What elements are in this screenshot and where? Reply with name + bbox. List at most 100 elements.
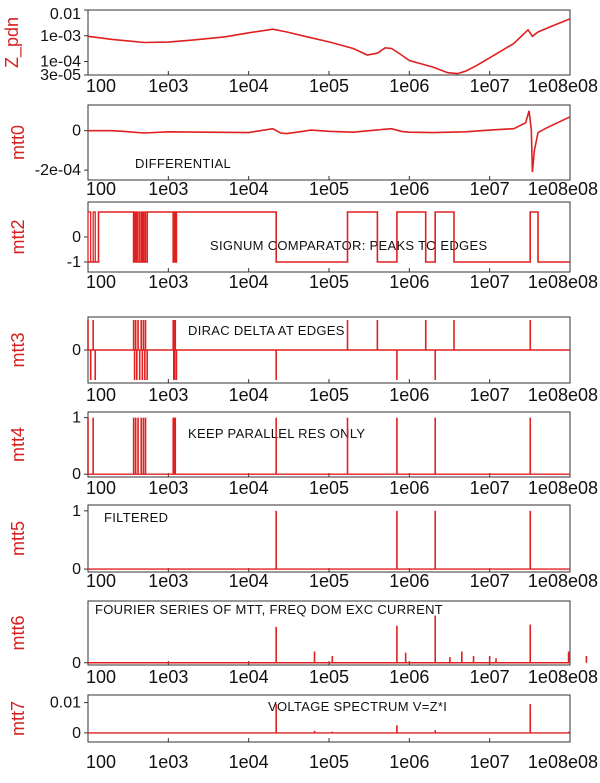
x-tick-label: 1e04 <box>229 179 269 199</box>
y-tick-label: 0 <box>72 725 81 742</box>
y-tick-label: -2e-04 <box>35 162 81 179</box>
x-tick-label: 1e07 <box>470 76 510 96</box>
x-tick-label: 1e03 <box>148 752 188 772</box>
pulse <box>137 211 141 262</box>
x-tick-label: 100 <box>86 76 116 96</box>
x-tick-label: 1e05 <box>309 478 349 498</box>
y-axis-label: Z_pdn <box>2 17 23 68</box>
x-tick-label: 1e04 <box>229 272 269 292</box>
x-tick-label: 100 <box>86 179 116 199</box>
x-tick-label: 1e03 <box>148 478 188 498</box>
x-tick-label: 1e08e08 <box>528 385 598 405</box>
panel-annotation: VOLTAGE SPECTRUM V=Z*I <box>268 699 447 714</box>
x-tick-label: 1e06 <box>389 752 429 772</box>
y-tick-label: 0.01 <box>50 6 81 23</box>
x-tick-label: 1e05 <box>309 752 349 772</box>
y-axis-label: mtt6 <box>8 615 28 650</box>
y-tick-label: 0 <box>72 561 81 578</box>
panel-mtt5: 1 0 mtt5 100 1e03 1e04 1e05 1e06 1e07 1e08e08 FILT… <box>8 503 598 591</box>
y-axis-label: mtt0 <box>8 125 28 160</box>
y-tick-label: 0 <box>72 655 81 672</box>
x-tick-label: 1e05 <box>309 76 349 96</box>
x-tick-label: 1e07 <box>470 272 510 292</box>
series-line <box>88 110 571 173</box>
x-tick-label: 1e08e08 <box>528 272 598 292</box>
pulse <box>132 211 136 262</box>
x-tick-label: 1e05 <box>309 667 349 687</box>
panel-annotation: DIFFERENTIAL <box>135 156 231 171</box>
y-tick-label: 0 <box>72 123 81 140</box>
pulse <box>174 211 178 262</box>
x-tick-label: 1e04 <box>229 478 269 498</box>
pulse <box>144 211 148 262</box>
panel-mtt0: 0 -2e-04 mtt0 100 1e03 1e04 1e05 1e06 1e07 1e08e0… <box>8 104 598 199</box>
y-axis-label: mtt4 <box>8 427 28 462</box>
x-tick-label: 1e08e08 <box>528 752 598 772</box>
x-tick-label: 1e04 <box>229 752 269 772</box>
x-tick-label: 100 <box>86 385 116 405</box>
panel-annotation: DIRAC DELTA AT EDGES <box>188 323 345 338</box>
x-tick-label: 1e04 <box>229 76 269 96</box>
y-axis-label: mtt7 <box>8 701 28 736</box>
pulse <box>87 211 92 262</box>
series-line <box>87 18 571 75</box>
x-tick-label: 1e04 <box>229 385 269 405</box>
y-tick-label: 1 <box>72 503 81 520</box>
x-tick-label: 1e06 <box>389 179 429 199</box>
y-tick-label: 1e-04 <box>40 54 81 71</box>
y-tick-label: 0 <box>72 342 81 359</box>
x-tick-label: 1e05 <box>309 179 349 199</box>
y-axis-label: mtt2 <box>8 219 28 254</box>
x-tick-label: 1e03 <box>148 667 188 687</box>
panel-annotation: FOURIER SERIES OF MTT, FREQ DOM EXC CURR… <box>95 602 443 617</box>
x-tick-label: 1e08e08 <box>528 76 598 96</box>
x-tick-label: 1e06 <box>389 76 429 96</box>
x-tick-label: 1e07 <box>470 752 510 772</box>
pulse <box>140 211 144 262</box>
y-axis-label: mtt5 <box>8 521 28 556</box>
x-tick-label: 1e07 <box>470 478 510 498</box>
y-axis-label: mtt3 <box>8 332 28 367</box>
x-tick-label: 1e06 <box>389 667 429 687</box>
x-tick-label: 1e03 <box>148 571 188 591</box>
plot-frame <box>87 411 571 478</box>
x-tick-label: 1e07 <box>470 179 510 199</box>
x-tick-label: 100 <box>86 752 116 772</box>
x-tick-label: 1e03 <box>148 179 188 199</box>
x-tick-label: 1e05 <box>309 571 349 591</box>
panel-mtt7: 0.01 0 mtt7 100 1e03 1e04 1e05 1e06 1e07 1e08e08 V… <box>8 694 598 772</box>
pulse <box>142 211 146 262</box>
x-tick-label: 1e03 <box>148 76 188 96</box>
y-tick-label: 0 <box>72 466 81 483</box>
x-tick-label: 1e05 <box>309 272 349 292</box>
panel-mtt2: 0 -1 mtt2 100 1e03 1e04 1e05 1e06 1e07 1e08e08 SIG… <box>8 201 598 292</box>
x-tick-label: 100 <box>86 478 116 498</box>
x-tick-label: 1e08e08 <box>528 478 598 498</box>
x-tick-label: 1e06 <box>389 478 429 498</box>
x-tick-label: 1e04 <box>229 667 269 687</box>
y-tick-label: 0 <box>72 229 81 246</box>
x-tick-label: 100 <box>86 571 116 591</box>
x-tick-label: 1e05 <box>309 385 349 405</box>
x-tick-label: 1e06 <box>389 385 429 405</box>
pulse <box>92 211 96 262</box>
y-tick-label: 3e-05 <box>40 67 81 84</box>
x-tick-label: 1e07 <box>470 667 510 687</box>
y-tick-label: 0.01 <box>50 695 81 712</box>
x-tick-label: 1e06 <box>389 571 429 591</box>
x-tick-label: 1e04 <box>229 571 269 591</box>
x-tick-label: 1e06 <box>389 272 429 292</box>
y-tick-label: -1 <box>67 254 81 271</box>
x-tick-label: 1e08e08 <box>528 179 598 199</box>
x-tick-label: 1e03 <box>148 272 188 292</box>
y-tick-label: 1e-03 <box>40 28 81 45</box>
x-tick-label: 1e08e08 <box>528 571 598 591</box>
panel-annotation: SIGNUM COMPARATOR: PEAKS TO EDGES <box>210 238 487 253</box>
x-tick-label: 1e07 <box>470 385 510 405</box>
x-tick-label: 1e08e08 <box>528 667 598 687</box>
pulse <box>135 211 138 262</box>
y-tick-label: 1 <box>72 410 81 427</box>
